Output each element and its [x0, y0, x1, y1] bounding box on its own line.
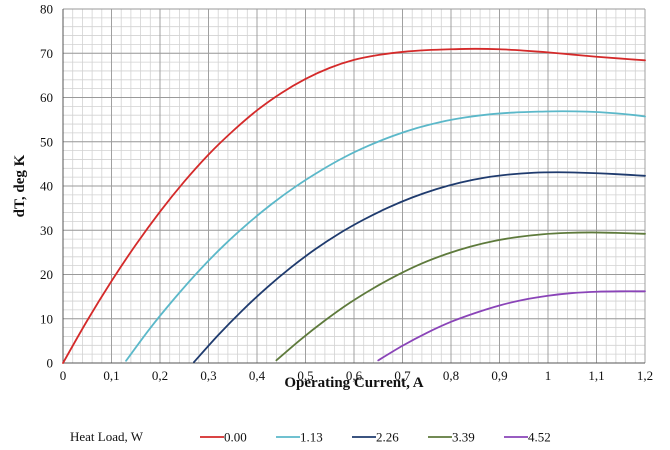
x-tick-label: 0,1	[103, 368, 119, 383]
y-tick-label: 80	[40, 2, 53, 17]
series-line-0.00	[62, 47, 646, 364]
series-line-1.13	[125, 110, 646, 362]
legend-entry-2.26: 2.26	[376, 430, 399, 445]
x-tick-label: 1	[545, 368, 552, 383]
legend-entry-4.52: 4.52	[528, 430, 551, 445]
x-tick-label: 0,2	[152, 368, 168, 383]
legend-title: Heat Load, W	[70, 429, 144, 444]
x-tick-label: 0,5	[297, 368, 313, 383]
x-tick-label: 0,9	[491, 368, 507, 383]
series-line-4.52	[377, 290, 646, 362]
y-tick-label: 10	[40, 311, 53, 326]
series-line-3.39	[275, 231, 646, 362]
tick-labels: 0 0,1 0,2 0,3 0,4 0,5 0,6 0,7 0,8 0,9 1 1,1 1,2 0 10 20…	[40, 2, 653, 384]
x-tick-label: 0	[60, 368, 67, 383]
x-tick-label: 1,1	[588, 368, 604, 383]
y-tick-label: 70	[40, 46, 53, 61]
y-tick-label: 50	[40, 134, 53, 149]
x-tick-label: 0,7	[394, 368, 411, 383]
y-tick-label: 20	[40, 267, 53, 282]
grid-layer	[62, 8, 646, 364]
legend-entry-1.13: 1.13	[300, 430, 323, 445]
y-axis-title: dT, deg K	[12, 154, 28, 217]
x-tick-label: 0,3	[200, 368, 216, 383]
y-tick-label: 60	[40, 90, 53, 105]
y-tick-label: 0	[47, 356, 54, 371]
legend: Heat Load, W 0.00 1.13 2.26 3.39 4.52	[70, 429, 551, 445]
x-axis-title: Operating Current, A	[284, 375, 423, 391]
x-tick-label: 0,4	[249, 368, 266, 383]
series-layer	[62, 47, 646, 364]
y-tick-label: 30	[40, 223, 53, 238]
x-tick-label: 0,8	[443, 368, 459, 383]
x-tick-label: 0,6	[346, 368, 363, 383]
axis-layer	[62, 9, 645, 364]
legend-entry-3.39: 3.39	[452, 430, 475, 445]
x-tick-label: 1,2	[637, 368, 653, 383]
y-tick-label: 40	[40, 179, 53, 194]
series-line-2.26	[193, 171, 646, 364]
legend-entry-0.00: 0.00	[224, 430, 247, 445]
